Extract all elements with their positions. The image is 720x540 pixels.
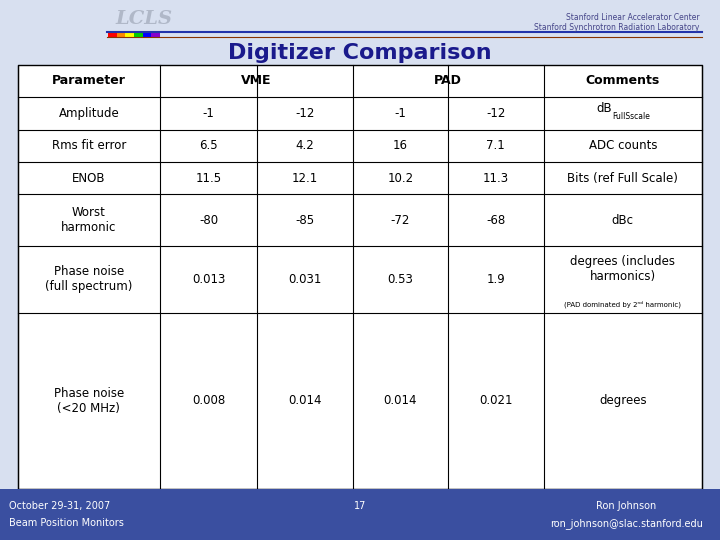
Text: Worst
harmonic: Worst harmonic (61, 206, 117, 234)
Text: dB: dB (596, 102, 612, 114)
Text: Stanford Linear Accelerator Center: Stanford Linear Accelerator Center (566, 14, 700, 23)
Bar (143, 33, 151, 38)
Bar (134, 33, 143, 38)
Text: dBc: dBc (612, 213, 634, 227)
Text: Stanford Synchrotron Radiation Laboratory: Stanford Synchrotron Radiation Laborator… (534, 23, 700, 32)
Text: 16: 16 (393, 139, 408, 152)
Text: Phase noise
(<20 MHz): Phase noise (<20 MHz) (54, 387, 124, 415)
Text: Parameter: Parameter (52, 75, 126, 87)
Text: 0.53: 0.53 (387, 273, 413, 286)
Text: 12.1: 12.1 (292, 172, 318, 185)
Bar (108, 33, 117, 38)
Text: Phase noise
(full spectrum): Phase noise (full spectrum) (45, 266, 132, 293)
Text: 0.014: 0.014 (288, 394, 322, 408)
Bar (125, 33, 134, 38)
Bar (117, 33, 125, 38)
Text: -80: -80 (199, 213, 218, 227)
Text: ENOB: ENOB (72, 172, 106, 185)
Text: Digitizer Comparison: Digitizer Comparison (228, 43, 492, 63)
Text: 0.008: 0.008 (192, 394, 225, 408)
Text: -72: -72 (391, 213, 410, 227)
Text: Beam Position Monitors: Beam Position Monitors (9, 518, 124, 529)
Text: 1.9: 1.9 (486, 273, 505, 286)
Text: 0.013: 0.013 (192, 273, 225, 286)
Text: -68: -68 (486, 213, 505, 227)
Text: ADC counts: ADC counts (588, 139, 657, 152)
Text: 6.5: 6.5 (199, 139, 217, 152)
Bar (29, 516, 39, 524)
Text: PAD: PAD (434, 75, 462, 87)
Bar (18, 65, 702, 489)
Text: -1: -1 (202, 107, 215, 120)
Text: 4.2: 4.2 (295, 139, 315, 152)
Text: ron_johnson@slac.stanford.edu: ron_johnson@slac.stanford.edu (550, 518, 703, 529)
Text: Comments: Comments (585, 75, 660, 87)
Text: Ron Johnson: Ron Johnson (596, 501, 657, 511)
Text: Bits (ref Full Scale): Bits (ref Full Scale) (567, 172, 678, 185)
Text: LCLS: LCLS (115, 10, 173, 28)
Text: 7.1: 7.1 (486, 139, 505, 152)
Text: 10.2: 10.2 (387, 172, 413, 185)
Bar (151, 33, 160, 38)
Text: VME 8 dB better on worst harmonic: VME 8 dB better on worst harmonic (47, 538, 342, 540)
Text: 11.3: 11.3 (482, 172, 509, 185)
Text: VME 5 dB better on noise floor: VME 5 dB better on noise floor (47, 511, 300, 529)
Text: degrees (includes
harmonics): degrees (includes harmonics) (570, 255, 675, 282)
Text: FullSscale: FullSscale (612, 112, 650, 120)
Text: 11.5: 11.5 (195, 172, 222, 185)
Bar (0, 489, 720, 540)
Text: VME: VME (241, 75, 271, 87)
Text: degrees: degrees (599, 394, 647, 408)
Text: -85: -85 (295, 213, 315, 227)
Text: Rms fit error: Rms fit error (52, 139, 126, 152)
Text: 0.014: 0.014 (384, 394, 417, 408)
Text: -12: -12 (295, 107, 315, 120)
Text: -12: -12 (486, 107, 505, 120)
Text: -1: -1 (395, 107, 406, 120)
Text: October 29-31, 2007: October 29-31, 2007 (9, 501, 110, 511)
Text: Amplitude: Amplitude (58, 107, 120, 120)
Text: (PAD dominated by 2ⁿᵈ harmonic): (PAD dominated by 2ⁿᵈ harmonic) (564, 300, 681, 308)
Text: 0.021: 0.021 (479, 394, 513, 408)
Text: 17: 17 (354, 501, 366, 511)
Text: 0.031: 0.031 (288, 273, 322, 286)
